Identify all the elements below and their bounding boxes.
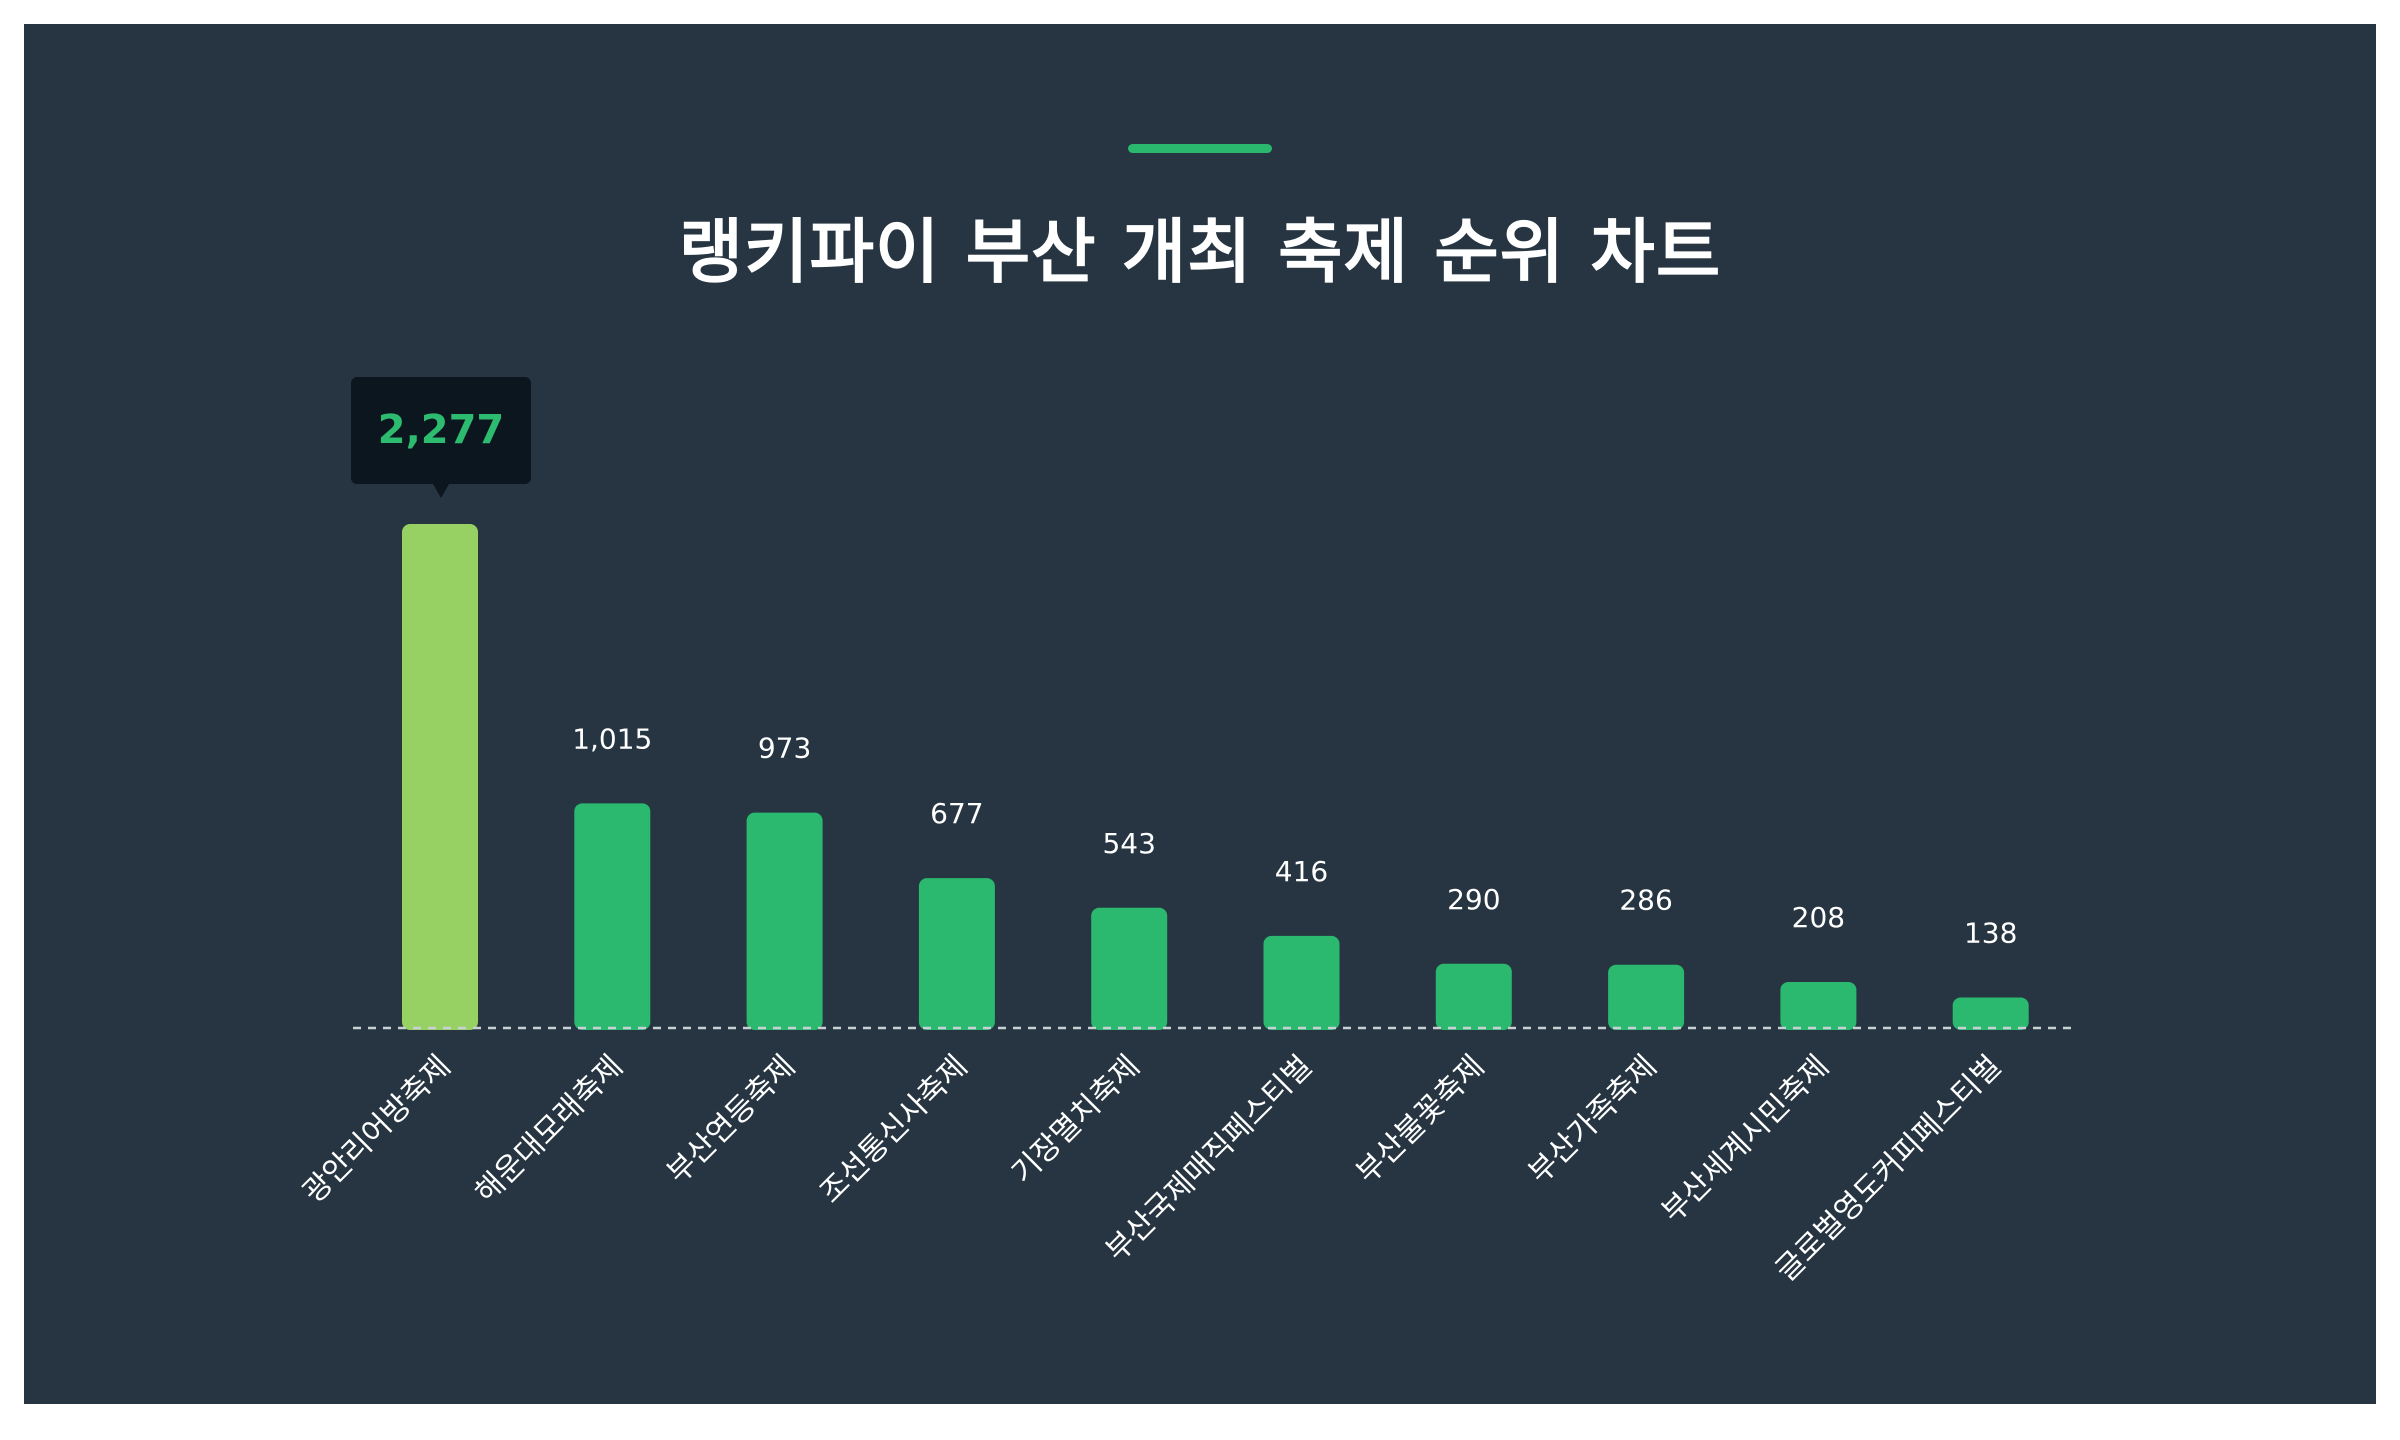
value-label-3: 973 <box>758 732 811 765</box>
value-label-8: 286 <box>1619 884 1672 917</box>
highlight-tooltip: 2,277 <box>351 377 531 498</box>
bar-9[interactable] <box>1780 981 1857 1030</box>
category-label-3: 부산연등축제 <box>660 1049 802 1191</box>
bars-group <box>402 524 2029 1030</box>
value-label-7: 290 <box>1447 883 1500 916</box>
bar-7[interactable] <box>1435 963 1512 1030</box>
value-label-4: 677 <box>930 797 983 830</box>
chart-title: 랭키파이 부산 개최 축제 순위 차트 <box>678 211 1722 293</box>
category-label-2: 해운대모래축제 <box>469 1049 630 1210</box>
bar-2[interactable] <box>574 803 651 1030</box>
category-label-9: 부산세계시민축제 <box>1655 1049 1836 1230</box>
value-label-6: 416 <box>1275 855 1328 888</box>
bar-4[interactable] <box>918 878 995 1030</box>
bar-8[interactable] <box>1608 964 1685 1030</box>
category-label-8: 부산가족축제 <box>1522 1049 1664 1191</box>
bar-5[interactable] <box>1091 907 1168 1030</box>
value-label-5: 543 <box>1102 827 1155 860</box>
tooltip-value: 2,277 <box>377 407 505 453</box>
category-label-1: 광안리어방축제 <box>296 1049 457 1210</box>
category-label-5: 기장멸치축제 <box>1005 1049 1147 1191</box>
category-labels-group: 광안리어방축제 해운대모래축제 부산연등축제 조선통신사축제 기장멸치축제부산국제매직페… <box>296 1049 2008 1288</box>
bar-3[interactable] <box>746 812 823 1030</box>
category-label-7: 부산불꽃축제 <box>1350 1049 1492 1191</box>
value-label-2: 1,015 <box>572 722 652 755</box>
title-accent-line <box>1128 144 1272 153</box>
value-label-10: 138 <box>1964 916 2017 949</box>
value-labels-group: 1,015 973 677 543 416 290 286 208 138 <box>572 722 2017 949</box>
category-label-4: 조선통신사축제 <box>813 1049 974 1210</box>
value-label-9: 208 <box>1792 901 1845 934</box>
bar-6[interactable] <box>1263 935 1340 1030</box>
bar-10[interactable] <box>1952 997 2029 1030</box>
bar-1[interactable] <box>402 524 478 1030</box>
